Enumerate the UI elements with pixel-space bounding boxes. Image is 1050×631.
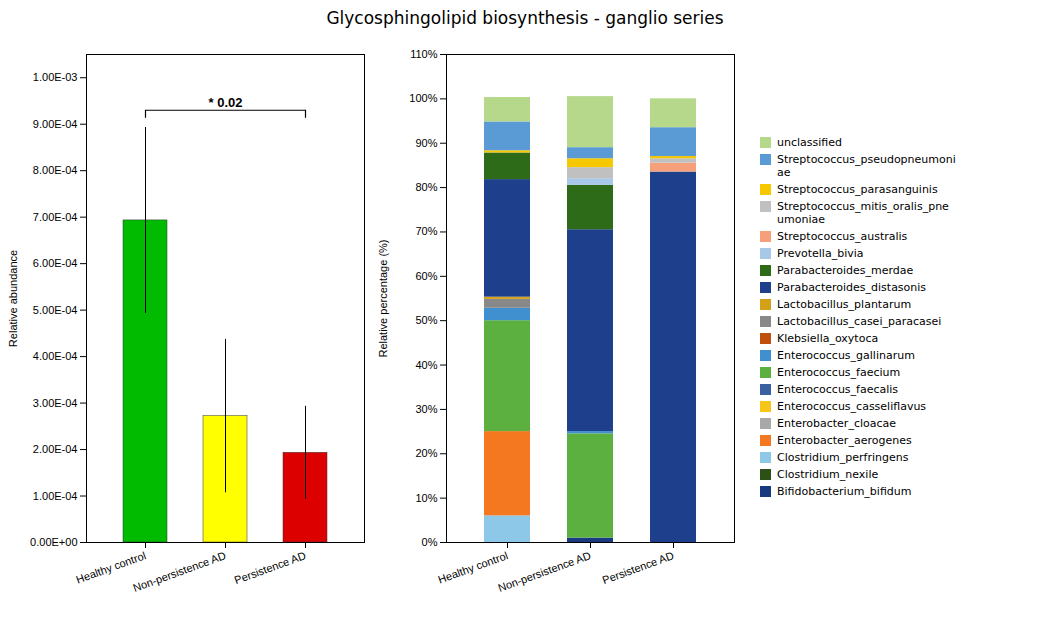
- svg-text:5.00E-04: 5.00E-04: [33, 304, 78, 316]
- svg-text:0%: 0%: [422, 536, 438, 548]
- html-text:Enterococcus_faecalis: Enterococcus_faecalis: [777, 383, 899, 396]
- html-text:Enterococcus_casseliflavus: Enterococcus_casseliflavus: [777, 400, 927, 413]
- svg-text:8.00E-04: 8.00E-04: [33, 164, 78, 176]
- html-text:Enterobacter_aerogenes: Enterobacter_aerogenes: [777, 434, 912, 447]
- html-text:Lactobacillus_plantarum: Lactobacillus_plantarum: [777, 298, 912, 311]
- svg-text:* 0.02: * 0.02: [209, 95, 243, 110]
- svg-text:80%: 80%: [415, 181, 437, 193]
- html-text:Klebsiella_oxytoca: Klebsiella_oxytoca: [777, 332, 879, 345]
- svg-text:110%: 110%: [410, 48, 438, 60]
- html-text:Bifidobacterium_bifidum: Bifidobacterium_bifidum: [777, 485, 912, 498]
- html-text:Streptococcus_pseudopneumoni a: Streptococcus_pseudopneumoni ae: [777, 153, 956, 179]
- html-text:Enterococcus_faecium: Enterococcus_faecium: [777, 366, 901, 379]
- html-text:Streptococcus_parasanguinis: Streptococcus_parasanguinis: [777, 183, 938, 196]
- svg-text:Non-persistence AD: Non-persistence AD: [496, 549, 592, 594]
- svg-text:Persistence AD: Persistence AD: [601, 549, 676, 586]
- svg-text:100%: 100%: [409, 92, 437, 104]
- html-text:Clostridium_perfringens: Clostridium_perfringens: [777, 451, 909, 464]
- svg-text:0.00E+00: 0.00E+00: [30, 536, 77, 548]
- html-text:unclassified: unclassified: [777, 136, 842, 149]
- svg-text:4.00E-04: 4.00E-04: [33, 350, 78, 362]
- html-text:Streptococcus_australis: Streptococcus_australis: [777, 230, 908, 243]
- svg-text:Relative abundance: Relative abundance: [7, 250, 19, 347]
- svg-text:20%: 20%: [415, 447, 437, 459]
- svg-text:50%: 50%: [415, 314, 437, 326]
- svg-text:Healthy control: Healthy control: [436, 549, 509, 585]
- svg-text:Relative percentage (%): Relative percentage (%): [377, 239, 389, 357]
- svg-text:7.00E-04: 7.00E-04: [33, 211, 78, 223]
- svg-text:6.00E-04: 6.00E-04: [33, 257, 78, 269]
- svg-text:Healthy control: Healthy control: [74, 549, 148, 586]
- svg-text:3.00E-04: 3.00E-04: [33, 397, 78, 409]
- svg-text:Non-persistence AD: Non-persistence AD: [131, 549, 227, 594]
- svg-text:1.00E-04: 1.00E-04: [33, 490, 78, 502]
- svg-text:60%: 60%: [415, 270, 437, 282]
- svg-text:90%: 90%: [415, 137, 437, 149]
- svg-text:1.00E-03: 1.00E-03: [33, 71, 78, 83]
- html-text:Glycosphingolipid biosynthesis: Glycosphingolipid biosynthesis - ganglio…: [326, 8, 724, 28]
- html-text:Enterococcus_gallinarum: Enterococcus_gallinarum: [777, 349, 915, 362]
- html-text:Lactobacillus_casei_paracasei: Lactobacillus_casei_paracasei: [777, 315, 942, 328]
- svg-text:2.00E-04: 2.00E-04: [33, 443, 78, 455]
- html-text:Parabacteroides_distasonis: Parabacteroides_distasonis: [777, 281, 927, 294]
- svg-text:70%: 70%: [415, 225, 437, 237]
- svg-text:Persistence AD: Persistence AD: [233, 549, 308, 586]
- html-text:Clostridium_nexile: Clostridium_nexile: [777, 468, 879, 481]
- html-text:Enterobacter_cloacae: Enterobacter_cloacae: [777, 417, 896, 430]
- svg-text:9.00E-04: 9.00E-04: [33, 118, 78, 130]
- html-text:Parabacteroides_merdae: Parabacteroides_merdae: [777, 264, 914, 277]
- html-text:Prevotella_bivia: Prevotella_bivia: [777, 247, 864, 260]
- svg-text:10%: 10%: [415, 492, 437, 504]
- html-text:Streptococcus_mitis_oralis_pne: Streptococcus_mitis_oralis_pne umoniae: [777, 200, 949, 226]
- svg-text:30%: 30%: [415, 403, 437, 415]
- svg-text:40%: 40%: [415, 359, 437, 371]
